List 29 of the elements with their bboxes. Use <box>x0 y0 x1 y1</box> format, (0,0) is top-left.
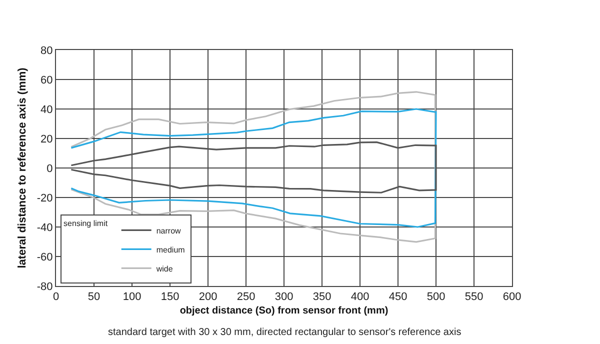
legend-title: sensing limit <box>64 219 108 228</box>
y-tick-label: 0 <box>46 162 53 175</box>
x-tick-label: 100 <box>122 291 142 304</box>
y-tick-label: 80 <box>40 44 53 57</box>
x-tick-label: 350 <box>312 291 332 304</box>
legend-label: wide <box>155 264 174 274</box>
x-tick-label: 150 <box>160 291 180 304</box>
legend-label: narrow <box>156 226 182 236</box>
y-tick-label: -40 <box>36 222 53 234</box>
x-tick-label: 400 <box>350 291 370 304</box>
y-tick-label: -20 <box>36 192 53 204</box>
y-tick-label: -80 <box>36 280 53 293</box>
x-tick-label: 50 <box>88 291 100 304</box>
x-tick-label: 300 <box>274 291 294 304</box>
y-tick-label: 40 <box>40 104 53 116</box>
y-tick-label: 20 <box>40 133 53 146</box>
text: standard target with 30 x 30 mm, directed rectangular to sensor's reference axis <box>108 327 462 338</box>
legend-label: medium <box>156 245 186 254</box>
x-tick-label: 550 <box>464 291 484 304</box>
y-axis-title: lateral distance to reference axis (mm) <box>16 67 29 268</box>
x-tick-label: 200 <box>198 291 218 304</box>
y-tick-label: 60 <box>40 74 53 86</box>
x-tick-label: 500 <box>426 291 446 304</box>
x-axis-title: object distance (So) from sensor front (mm) <box>180 306 388 317</box>
x-tick-label: 600 <box>502 291 522 304</box>
y-tick-label: -60 <box>36 251 53 264</box>
line-series <box>70 141 437 194</box>
x-tick-label: 250 <box>236 291 256 304</box>
x-tick-label: 450 <box>388 291 408 304</box>
